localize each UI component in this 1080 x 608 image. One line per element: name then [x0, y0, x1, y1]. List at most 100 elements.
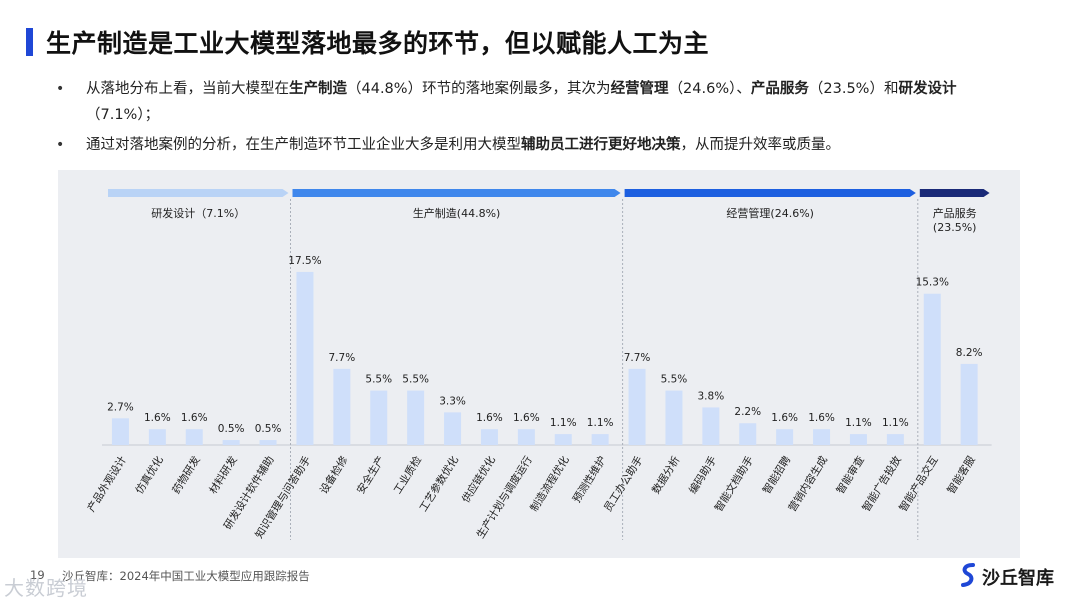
category-label: 智能文档助手 — [712, 454, 756, 514]
category-label: 智能产品交互 — [896, 454, 940, 514]
bar-value-label: 15.3% — [916, 277, 949, 289]
corner-watermark: 大数跨境 — [4, 576, 88, 600]
bar-value-label: 1.1% — [845, 417, 872, 429]
page-number: 19 — [30, 568, 45, 582]
bar — [739, 423, 757, 445]
bar — [702, 407, 720, 445]
group-label: 生产制造(44.8%) — [413, 206, 501, 220]
category-label: 供应链优化 — [459, 453, 498, 505]
bar-value-label: 5.5% — [661, 374, 688, 386]
category-label: 数据分析 — [649, 453, 683, 496]
category-label: 营销内容生成 — [786, 453, 831, 514]
bar-value-label: 2.2% — [734, 406, 761, 418]
group-label: 研发设计（7.1%） — [151, 206, 245, 220]
bullet-dot: • — [56, 137, 65, 153]
bullet-text-run: （24.6%）、 — [668, 81, 751, 97]
bar-value-label: 3.3% — [439, 395, 466, 407]
bar — [111, 418, 129, 445]
bullet-text-run: （23.5%）和 — [808, 81, 899, 97]
footer-source: 沙丘智库：2024年中国工业大模型应用跟踪报告 — [62, 569, 310, 583]
bar — [444, 412, 462, 445]
bar-value-label: 0.5% — [218, 423, 245, 435]
category-label: 制造流程优化 — [527, 453, 572, 514]
bar — [886, 434, 904, 445]
bar-value-label: 1.1% — [882, 417, 909, 429]
bar-value-label: 5.5% — [402, 374, 429, 386]
bar — [517, 429, 535, 445]
bullet-text-run: 从落地分布上看，当前大模型在 — [86, 81, 289, 97]
page-title: 生产制造是工业大模型落地最多的环节，但以赋能人工为主 — [46, 29, 710, 58]
bar — [923, 293, 941, 445]
title-accent-bar — [26, 28, 33, 56]
group-label: 经营管理(24.6%) — [726, 206, 814, 220]
category-label: 材料研发 — [206, 453, 240, 496]
bar — [960, 363, 978, 445]
bar — [259, 440, 277, 445]
category-label: 智能广告投放 — [859, 453, 904, 514]
category-label: 安全生产 — [354, 454, 387, 497]
bar — [148, 429, 166, 445]
bar — [776, 429, 794, 445]
bar — [849, 434, 867, 445]
bar-value-label: 0.5% — [255, 423, 282, 435]
chart-panel: 研发设计（7.1%） 2.7% 产品外观设计 1.6% 仿真优化 1.6% 药物研发 0.5%… — [58, 170, 1020, 558]
bar — [185, 429, 203, 445]
bar-value-label: 17.5% — [288, 255, 321, 267]
bar-value-label: 1.6% — [771, 412, 798, 424]
bullet-bold-run: 研发设计 — [898, 81, 957, 97]
bullet-text-run: 通过对落地案例的分析，在生产制造环节工业企业大多是利用大模型 — [86, 137, 521, 153]
bullet-dot: • — [56, 81, 65, 97]
bar — [407, 390, 425, 445]
category-label: 智能客服 — [944, 453, 978, 496]
bar-value-label: 1.6% — [181, 412, 208, 424]
bar-value-label: 1.1% — [550, 417, 577, 429]
group-header-band — [624, 189, 916, 197]
logo-text: 沙丘智库 — [982, 568, 1054, 589]
bar-value-label: 1.6% — [476, 412, 503, 424]
category-label: 智能招聘 — [760, 453, 794, 496]
category-label: 仿真优化 — [133, 453, 167, 496]
category-label: 员工办公助手 — [601, 454, 645, 514]
bar-value-label: 3.8% — [698, 390, 725, 402]
category-label: 设备检修 — [317, 453, 351, 496]
bar-value-label: 1.6% — [808, 412, 835, 424]
bullet-text-run: ，从而提升效率或质量。 — [680, 137, 841, 153]
bar — [813, 429, 831, 445]
bar-value-label: 7.7% — [624, 352, 651, 364]
bar — [628, 368, 646, 445]
group-header-band — [292, 189, 621, 197]
logo-mark-icon — [961, 563, 975, 587]
bar — [222, 440, 240, 445]
category-label: 智能审查 — [834, 453, 868, 496]
bar — [554, 434, 572, 445]
category-label: 工业质检 — [391, 453, 425, 496]
bar-value-label: 2.7% — [107, 401, 134, 413]
bar — [333, 368, 351, 445]
category-label: 药物研发 — [170, 453, 204, 496]
bar-value-label: 8.2% — [956, 347, 983, 359]
bar — [665, 390, 683, 445]
bullet-1-text: 从落地分布上看，当前大模型在生产制造（44.8%）环节的落地案例最多，其次为经营… — [86, 76, 986, 128]
bar-value-label: 5.5% — [365, 374, 392, 386]
bar — [591, 434, 609, 445]
bullet-2-text: 通过对落地案例的分析，在生产制造环节工业企业大多是利用大模型辅助员工进行更好地决… — [86, 132, 986, 158]
bar — [480, 429, 498, 445]
bar-chart: 研发设计（7.1%） 2.7% 产品外观设计 1.6% 仿真优化 1.6% 药物研发 0.5%… — [85, 189, 992, 541]
group-header-band — [108, 189, 289, 197]
bar-value-label: 1.1% — [587, 417, 614, 429]
category-label: 工艺参数优化 — [417, 453, 462, 514]
bullet-bold-run: 辅助员工进行更好地决策 — [521, 137, 681, 153]
bar — [370, 390, 388, 445]
bullet-text-run: （7.1%）； — [86, 107, 160, 123]
bar-value-label: 7.7% — [329, 352, 356, 364]
group-header-band — [919, 189, 990, 197]
bar-value-label: 1.6% — [144, 412, 171, 424]
category-label: 预测性维护 — [570, 454, 609, 505]
bullet-bold-run: 产品服务 — [750, 81, 809, 97]
category-label: 产品外观设计 — [85, 453, 130, 514]
bullet-bold-run: 生产制造 — [289, 81, 347, 97]
bar — [296, 271, 314, 445]
bar-value-label: 1.6% — [513, 412, 540, 424]
bullet-text-run: （44.8%）环节的落地案例最多，其次为 — [347, 81, 611, 97]
category-label: 编码助手 — [686, 454, 719, 497]
